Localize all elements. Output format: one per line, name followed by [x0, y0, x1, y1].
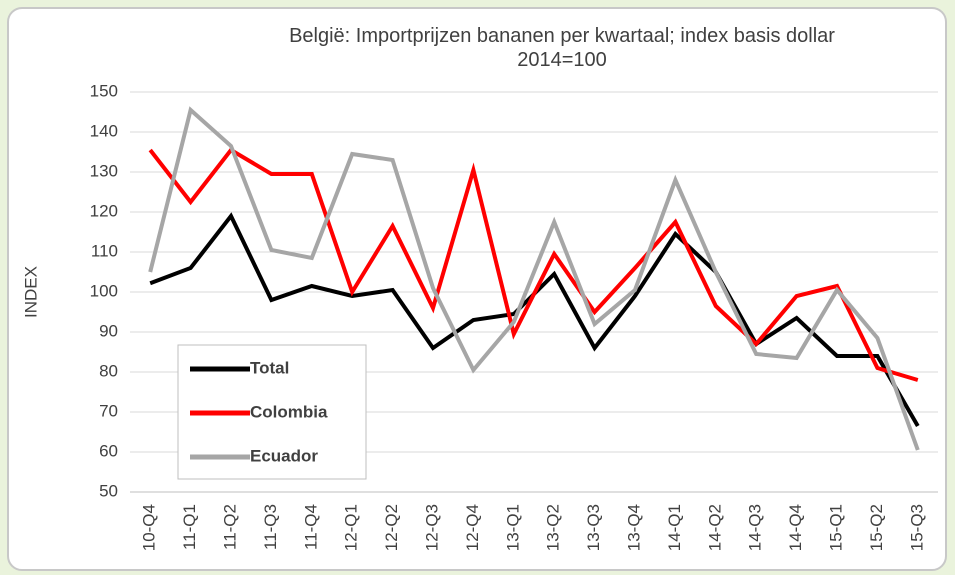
x-tick-label: 14-Q3 [746, 504, 765, 551]
legend-label: Total [250, 358, 289, 377]
chart-title: België: Importprijzen bananen per kwarta… [289, 25, 835, 71]
y-tick-label: 150 [90, 81, 118, 100]
y-tick-label: 120 [90, 201, 118, 220]
y-tick-label: 50 [99, 481, 118, 500]
legend-label: Colombia [250, 402, 328, 421]
x-tick-label: 14-Q1 [665, 504, 684, 551]
x-tick-label: 11-Q4 [301, 504, 320, 550]
x-tick-label: 15-Q3 [907, 504, 926, 551]
x-tick-label: 15-Q2 [867, 504, 886, 551]
x-tick-label: 14-Q2 [705, 504, 724, 551]
x-tick-label: 13-Q3 [584, 504, 603, 551]
x-tick-label: 15-Q1 [826, 504, 845, 551]
x-tick-label: 11-Q2 [220, 504, 239, 550]
x-tick-label: 12-Q2 [382, 504, 401, 551]
y-axis-label: INDEX [21, 266, 40, 318]
x-tick-label: 12-Q4 [463, 504, 482, 551]
y-tick-label: 130 [90, 161, 118, 180]
x-tick-label: 13-Q1 [503, 504, 522, 551]
x-tick-label: 12-Q3 [422, 504, 441, 551]
x-tick-label: 12-Q1 [342, 504, 361, 551]
y-tick-label: 110 [91, 241, 118, 260]
y-tick-label: 60 [99, 441, 118, 460]
x-tick-label: 13-Q4 [624, 504, 643, 551]
y-tick-label: 80 [99, 361, 118, 380]
x-tick-label: 11-Q3 [261, 504, 280, 550]
x-tick-label: 14-Q4 [786, 504, 805, 551]
series-line [148, 147, 919, 382]
y-tick-label: 140 [90, 121, 118, 140]
y-tick-label: 100 [90, 281, 118, 300]
legend-label: Ecuador [250, 446, 318, 465]
x-tick-label: 10-Q4 [140, 504, 159, 551]
y-tick-label: 90 [99, 321, 118, 340]
x-tick-label: 11-Q1 [180, 504, 199, 550]
y-tick-label: 70 [99, 401, 118, 420]
x-tick-label: 13-Q2 [544, 504, 563, 551]
series-line [148, 106, 920, 451]
